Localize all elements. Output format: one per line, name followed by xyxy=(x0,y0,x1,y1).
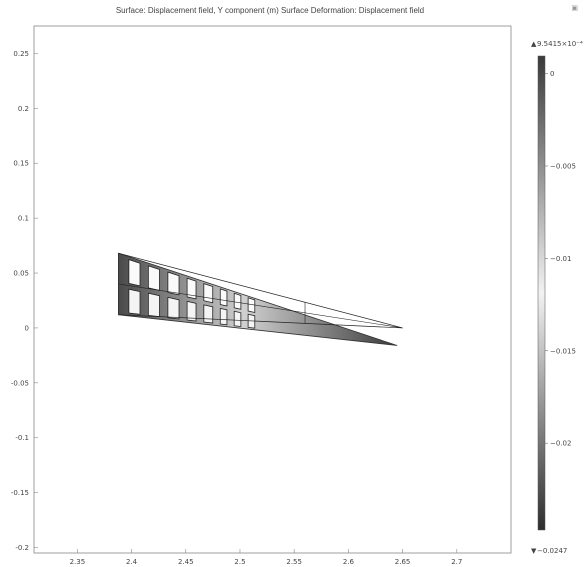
x-tick-label: 2.5 xyxy=(234,558,245,566)
colorbar-tick-label: 0 xyxy=(550,70,554,78)
y-tick-label: 0.2 xyxy=(18,105,29,113)
cell-lower xyxy=(233,310,242,327)
x-tick-label: 2.45 xyxy=(178,558,194,566)
x-axis: 2.35 2.4 2.45 2.5 2.55 2.6 2.65 2.7 xyxy=(70,549,462,566)
plot-frame xyxy=(33,25,512,554)
cell-lower xyxy=(186,300,197,322)
x-tick-label: 2.65 xyxy=(395,558,411,566)
y-tick-label: -0.15 xyxy=(11,489,29,497)
cell-upper xyxy=(128,259,141,287)
y-tick-label: -0.1 xyxy=(15,434,29,442)
y-axis: 0.25 0.2 0.15 0.1 0.05 0 -0.05 -0.1 -0.15 -0.2 xyxy=(11,50,38,552)
cell-lower xyxy=(203,304,214,324)
cell-upper xyxy=(247,297,256,313)
x-tick-label: 2.4 xyxy=(126,558,138,566)
cell-lower xyxy=(147,292,160,318)
deformed-shape xyxy=(118,252,398,346)
cell-lower xyxy=(219,307,228,326)
colorbar-tick-label: −0.015 xyxy=(550,347,576,355)
colorbar-min-label: −0.0247 xyxy=(537,547,567,555)
cell-upper xyxy=(219,288,228,307)
min-marker-icon: ▼ xyxy=(531,547,537,555)
colorbar-tick-label: −0.01 xyxy=(550,255,571,263)
colorbar-ticks: 0 −0.005 −0.01 −0.015 −0.02 xyxy=(545,70,576,448)
x-tick-label: 2.6 xyxy=(343,558,355,566)
colorbar-tick-label: −0.02 xyxy=(550,440,571,448)
cell-lower xyxy=(167,296,180,320)
y-tick-label: 0.1 xyxy=(18,215,29,223)
max-marker-icon: ▲ xyxy=(531,40,537,48)
colorbar xyxy=(537,55,546,531)
x-tick-label: 2.7 xyxy=(451,558,462,566)
colorbar-max-label: 9.5415×10⁻⁴ xyxy=(537,40,583,48)
cell-upper xyxy=(203,283,214,304)
y-tick-label: -0.05 xyxy=(11,379,29,387)
cell-lower xyxy=(128,288,141,315)
beam-geometry xyxy=(118,252,403,346)
x-tick-label: 2.55 xyxy=(286,558,302,566)
undeformed-midline xyxy=(118,283,403,329)
cell-upper xyxy=(147,265,160,291)
chart-title: Surface: Displacement field, Y component… xyxy=(115,6,425,15)
x-tick-label: 2.35 xyxy=(70,558,86,566)
cell-upper xyxy=(186,277,197,300)
y-tick-label: -0.2 xyxy=(15,544,29,552)
y-tick-label: 0 xyxy=(25,324,29,332)
colorbar-tick-label: −0.005 xyxy=(550,163,576,171)
cell-upper xyxy=(167,271,180,296)
y-tick-label: 0.25 xyxy=(13,50,29,58)
camera-icon[interactable]: ▣ xyxy=(571,5,578,12)
y-tick-label: 0.05 xyxy=(13,270,29,278)
y-tick-label: 0.15 xyxy=(13,160,29,168)
cell-upper xyxy=(233,292,242,310)
